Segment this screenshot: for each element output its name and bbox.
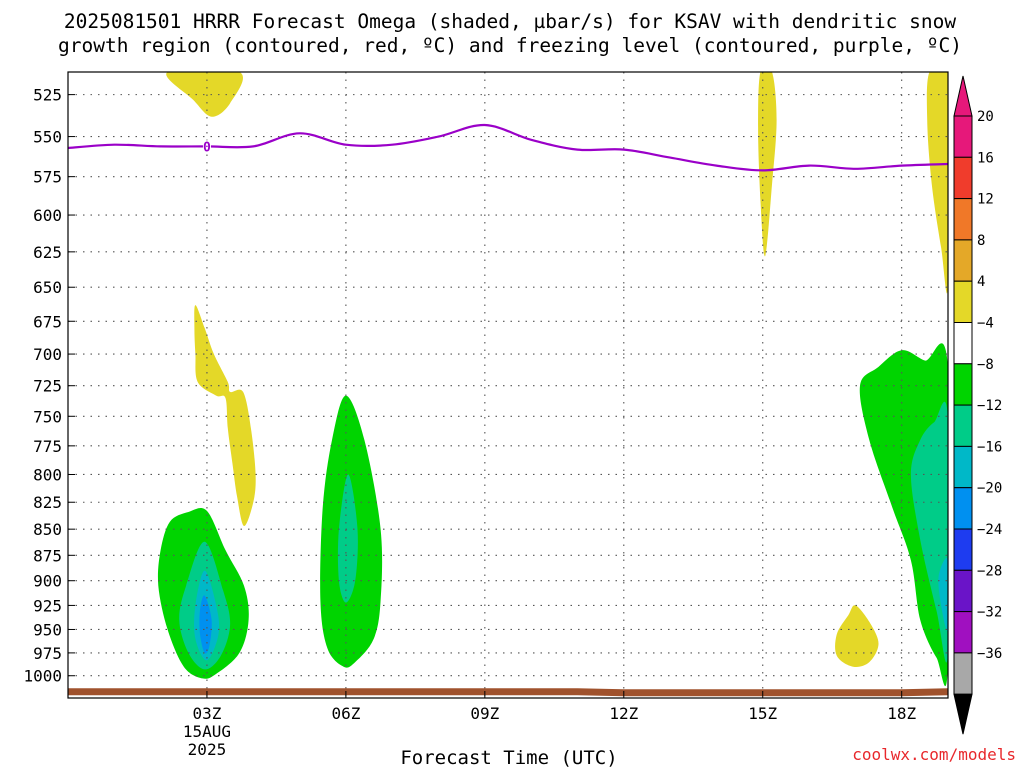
y-tick-label-625: 625	[33, 243, 62, 262]
y-tick-label-875: 875	[33, 546, 62, 565]
colorbar-swatch-3	[953, 239, 973, 282]
x-tick-label-09Z: 09Z	[470, 704, 499, 723]
omega-region-neg-low-03z-max	[199, 595, 212, 654]
colorbar-label-8: −16	[977, 439, 1002, 455]
y-tick-label-775: 775	[33, 437, 62, 456]
colorbar-label-10: −24	[977, 522, 1002, 538]
colorbar-swatch-0	[953, 115, 973, 158]
omega-region-pos-plume-03z	[194, 305, 256, 527]
colorbar-swatch-9	[953, 487, 973, 530]
x-tick-label-06Z: 06Z	[331, 704, 360, 723]
x-tick-label-03Z: 03Z	[192, 704, 221, 723]
y-tick-label-925: 925	[33, 596, 62, 615]
y-tick-label-900: 900	[33, 572, 62, 591]
x-tick-label-15Z: 15Z	[748, 704, 777, 723]
colorbar-label-9: −20	[977, 481, 1002, 497]
colorbar-label-4: 4	[977, 274, 985, 290]
omega-region-pos-17z	[835, 605, 879, 667]
colorbar-label-1: 16	[977, 150, 994, 166]
x-axis-label: Forecast Time (UTC)	[400, 747, 617, 768]
colorbar-swatch-8	[953, 445, 973, 489]
chart-title-line-1: 2025081501 HRRR Forecast Omega (shaded, …	[64, 10, 956, 33]
omega-region-neg-06z-inner	[337, 474, 358, 603]
colorbar-swatch-11	[953, 569, 973, 613]
x-tick-label-12Z: 12Z	[609, 704, 638, 723]
y-tick-label-675: 675	[33, 312, 62, 331]
colorbar-label-5: −4	[977, 316, 994, 332]
y-tick-label-825: 825	[33, 493, 62, 512]
omega-shaded-regions	[157, 72, 948, 686]
colorbar-under-arrow	[953, 693, 973, 735]
y-tick-label-600: 600	[33, 206, 62, 225]
y-tick-label-950: 950	[33, 620, 62, 639]
x-tick-sublabel-2025: 2025	[188, 740, 227, 759]
colorbar-label-13: −36	[977, 646, 1002, 662]
y-tick-label-575: 575	[33, 168, 62, 187]
colorbar-label-11: −28	[977, 563, 1002, 579]
y-tick-label-1000: 1000	[23, 667, 62, 686]
y-tick-label-800: 800	[33, 465, 62, 484]
colorbar-label-12: −32	[977, 605, 1002, 621]
colorbar-swatch-1	[953, 156, 973, 200]
colorbar-swatch-5	[953, 322, 973, 365]
y-tick-label-550: 550	[33, 128, 62, 147]
colorbar-swatch-7	[953, 404, 973, 447]
y-tick-label-975: 975	[33, 644, 62, 663]
omega-region-neg-18z-inner	[910, 401, 948, 663]
colorbar-swatch-2	[953, 198, 973, 241]
colorbar-swatch-4	[953, 280, 973, 324]
colorbar-label-7: −12	[977, 398, 1002, 414]
omega-region-neg-18z-core	[938, 557, 948, 631]
colorbar-label-2: 12	[977, 192, 994, 208]
surface-line	[68, 688, 948, 697]
x-tick-label-18Z: 18Z	[887, 704, 916, 723]
plot-frame	[67, 71, 949, 699]
colorbar-label-0: 20	[977, 109, 994, 125]
omega-colorbar: 20 16 12 8 4 −4 −8 −12 −16 −20 −24 −28 −32 −36	[953, 75, 1002, 735]
colorbar-swatch-6	[953, 363, 973, 406]
pressure-axis: 525 550 575 600 625 650 675 700 725 750 775 800 825 8…	[23, 86, 75, 686]
omega-region-neg-18z	[859, 343, 948, 686]
y-tick-label-525: 525	[33, 86, 62, 105]
credit-link[interactable]: coolwx.com/models	[852, 745, 1016, 764]
freezing-level-label: 0	[203, 140, 211, 155]
y-tick-label-700: 700	[33, 345, 62, 364]
x-tick-sublabel-15AUG: 15AUG	[183, 722, 231, 741]
colorbar-swatch-10	[953, 528, 973, 571]
colorbar-swatch-12	[953, 611, 973, 654]
freezing-level-contour	[68, 123, 948, 172]
omega-region-pos-19z	[926, 72, 948, 294]
freezing-level-label-bg	[202, 140, 211, 153]
chart-title-line-2: growth region (contoured, red, ºC) and f…	[58, 34, 962, 57]
omega-region-pos-cap-03z	[166, 72, 243, 117]
colorbar-swatch-13	[953, 652, 973, 695]
y-tick-label-850: 850	[33, 520, 62, 539]
y-tick-label-725: 725	[33, 377, 62, 396]
colorbar-label-3: 8	[977, 233, 985, 249]
y-tick-label-650: 650	[33, 278, 62, 297]
y-tick-label-750: 750	[33, 407, 62, 426]
colorbar-label-6: −8	[977, 357, 994, 373]
colorbar-over-arrow	[953, 75, 973, 117]
